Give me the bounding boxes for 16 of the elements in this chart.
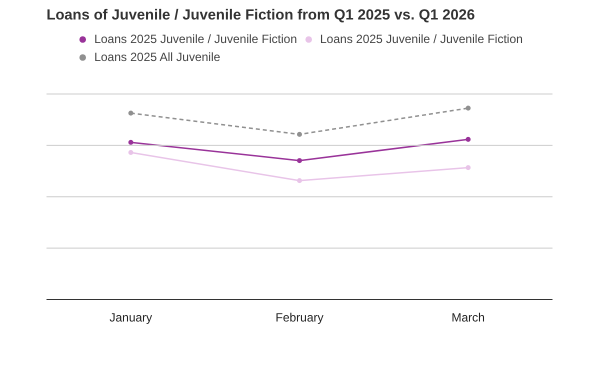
point: [466, 106, 471, 111]
point: [128, 150, 134, 156]
legend-label: Loans 2025 Juvenile / Juvenile Fiction: [94, 32, 297, 46]
chart-title: Loans of Juvenile / Juvenile Fiction from Q1 2025 vs. Q1 2026: [46, 8, 475, 24]
x-tick-label: February: [275, 310, 324, 324]
x-tick-label: March: [451, 310, 485, 324]
point: [297, 178, 302, 184]
point: [297, 132, 302, 137]
point: [128, 140, 134, 145]
point: [128, 110, 134, 116]
legend-label: Loans 2025 Juvenile / Juvenile Fiction: [320, 32, 523, 46]
point: [466, 136, 471, 142]
point: [466, 165, 471, 170]
point: [297, 158, 302, 164]
x-tick-label: January: [109, 310, 152, 324]
legend-label: Loans 2025 All Juvenile: [94, 50, 220, 64]
